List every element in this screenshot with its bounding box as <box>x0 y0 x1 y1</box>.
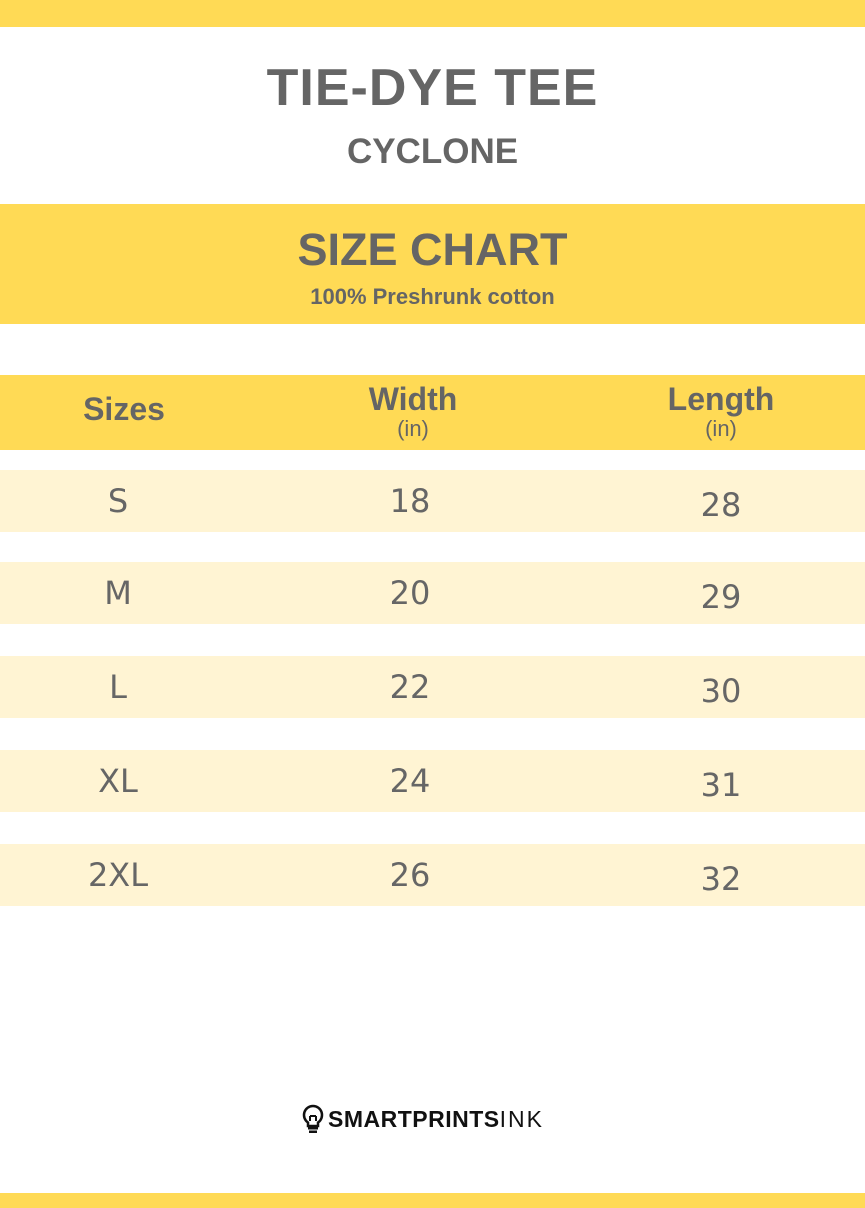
product-title: TIE-DYE TEE <box>266 59 599 117</box>
product-subtitle: CYCLONE <box>346 132 519 171</box>
column-header-sizes: Sizes <box>83 391 165 427</box>
length-cell: 29 <box>700 578 742 616</box>
length-cell: 32 <box>700 860 742 898</box>
logo-light: INK <box>499 1105 544 1132</box>
table-header: Sizes Width (in) Length (in) <box>0 375 865 450</box>
logo-bold: SMARTPRINTS <box>328 1105 500 1132</box>
lightbulb-icon <box>302 1104 324 1133</box>
width-cell: 20 <box>389 574 431 612</box>
width-cell: 22 <box>389 668 431 706</box>
table-row: S 18 28 <box>0 470 865 532</box>
column-unit: (in) <box>705 416 737 441</box>
size-cell: XL <box>98 762 138 800</box>
width-cell: 26 <box>389 856 431 894</box>
banner-title: SIZE CHART <box>297 224 568 275</box>
length-cell: 31 <box>700 766 742 804</box>
column-label: Length <box>667 381 775 417</box>
size-cell: S <box>107 482 129 520</box>
column-header-width: Width (in) <box>369 381 458 440</box>
column-label: Width <box>368 381 458 417</box>
banner-subtitle: 100% Preshrunk cotton <box>310 284 555 309</box>
table-row: XL 24 31 <box>0 750 865 812</box>
width-cell: 24 <box>389 762 431 800</box>
length-cell: 28 <box>700 486 742 524</box>
width-cell: 18 <box>389 482 431 520</box>
top-bar <box>0 0 865 27</box>
size-cell: M <box>104 574 132 612</box>
size-chart-banner <box>0 204 865 324</box>
table-row: L 22 30 <box>0 656 865 718</box>
table-row: 2XL 26 32 <box>0 844 865 906</box>
size-cell: L <box>109 668 127 706</box>
bottom-bar <box>0 1193 865 1208</box>
smartprintsink-logo: SMARTPRINTS INK <box>302 1104 544 1134</box>
column-unit: (in) <box>397 416 429 441</box>
length-cell: 30 <box>700 672 742 710</box>
size-cell: 2XL <box>87 856 149 894</box>
column-header-length: Length (in) <box>668 381 775 440</box>
table-row: M 20 29 <box>0 562 865 624</box>
